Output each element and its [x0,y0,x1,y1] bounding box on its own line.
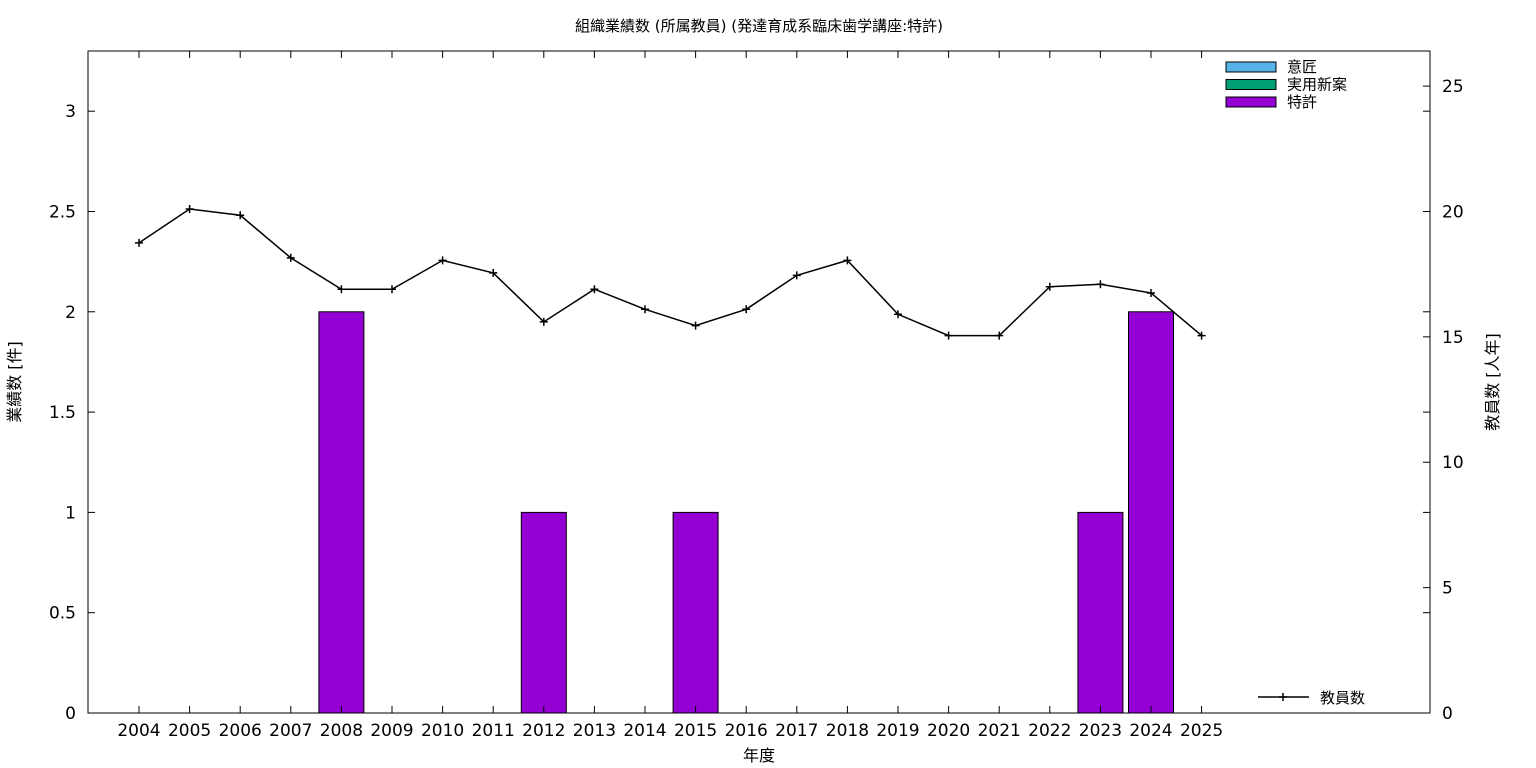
point-2020 [944,331,953,340]
legend-label-2: 特許 [1287,93,1317,111]
x-tick-label: 2009 [370,721,413,741]
y-tick-label: 2.5 [49,202,76,222]
x-tick-label: 2008 [320,721,363,741]
x-axis-label: 年度 [743,746,775,765]
point-2011 [489,268,498,277]
legend-label-1: 実用新案 [1287,76,1347,94]
x-tick-label: 2021 [978,721,1021,741]
bar-2024 [1128,311,1174,714]
bars-layer [318,311,1174,714]
point-2014 [641,305,649,314]
point-2006 [236,211,245,220]
line-series [138,208,1203,337]
bar-2012 [520,511,567,714]
plot-frame [87,50,1431,714]
y-axis-right: 0 5 10 15 20 25 [1423,77,1464,724]
point-2017 [792,271,801,280]
legend-swatch-0 [1225,61,1277,73]
x-tick-label: 2013 [573,721,616,741]
point-2013 [590,285,599,294]
x-tick-label: 2017 [775,721,818,741]
legend-swatch-1 [1225,79,1277,90]
legend-line-label: 教員数 [1320,689,1365,707]
x-tick-label: 2022 [1028,721,1071,741]
y2-tick-label: 10 [1442,453,1464,473]
x-tick-label: 2018 [826,721,869,741]
line-layer [135,204,1206,340]
x-axis: 2004 2005 2006 2007 2008 2009 2010 2011 2012 2013… [117,51,1223,741]
point-2022 [1045,282,1054,291]
legend-swatch-2 [1225,96,1277,108]
y-tick-label: 0 [65,704,76,724]
x-tick-label: 2011 [472,721,515,741]
bar-2015 [672,511,719,714]
y-axis-label-left: 業績数 [件] [5,341,24,423]
point-2008 [337,285,346,294]
x-tick-label: 2016 [725,721,768,741]
x-tick-label: 2023 [1079,721,1122,741]
point-2010 [438,256,447,265]
x-tick-label: 2015 [674,721,717,741]
x-tick-label: 2005 [168,721,211,741]
point-2004 [135,238,143,247]
point-2025 [1197,331,1206,340]
x-tick-label: 2007 [269,721,312,741]
y-tick-label: 3 [65,102,76,122]
y2-tick-label: 5 [1442,579,1453,599]
x-tick-label: 2025 [1180,721,1223,741]
x-tick-label: 2020 [927,721,970,741]
point-2021 [995,331,1004,340]
x-tick-label: 2012 [522,721,565,741]
y-tick-label: 2 [65,303,76,323]
point-2016 [742,305,751,314]
point-2023 [1096,280,1105,289]
x-tick-label: 2019 [876,721,919,741]
x-tick-label: 2024 [1129,721,1172,741]
bar-2008 [318,311,365,714]
y-axis-label-right: 教員数 [人年] [1483,333,1502,431]
y-axis-left: 0 0.5 1 1.5 2 2.5 3 [49,102,1430,724]
chart-title: 組織業績数 (所属教員) (発達育成系臨床歯学講座:特許) [575,17,943,35]
x-tick-label: 2006 [219,721,262,741]
y2-tick-label: 25 [1442,77,1464,97]
y-tick-label: 0.5 [49,604,76,624]
y-tick-label: 1 [65,503,76,523]
legend-line-marker [1279,693,1287,701]
point-2019 [894,310,902,319]
y2-tick-label: 15 [1442,328,1464,348]
point-2018 [843,256,852,265]
point-2012 [539,317,548,326]
point-2009 [388,285,396,294]
point-2024 [1147,288,1155,297]
point-2007 [286,253,295,262]
x-tick-label: 2004 [117,721,160,741]
y2-tick-label: 0 [1442,704,1453,724]
y-tick-label: 1.5 [49,403,76,423]
y2-tick-label: 20 [1442,202,1464,222]
point-2005 [185,204,194,213]
point-2015 [691,321,700,330]
bar-2023 [1077,511,1124,714]
legend-label-0: 意匠 [1287,58,1317,76]
x-tick-label: 2014 [623,721,666,741]
x-tick-label: 2010 [421,721,464,741]
